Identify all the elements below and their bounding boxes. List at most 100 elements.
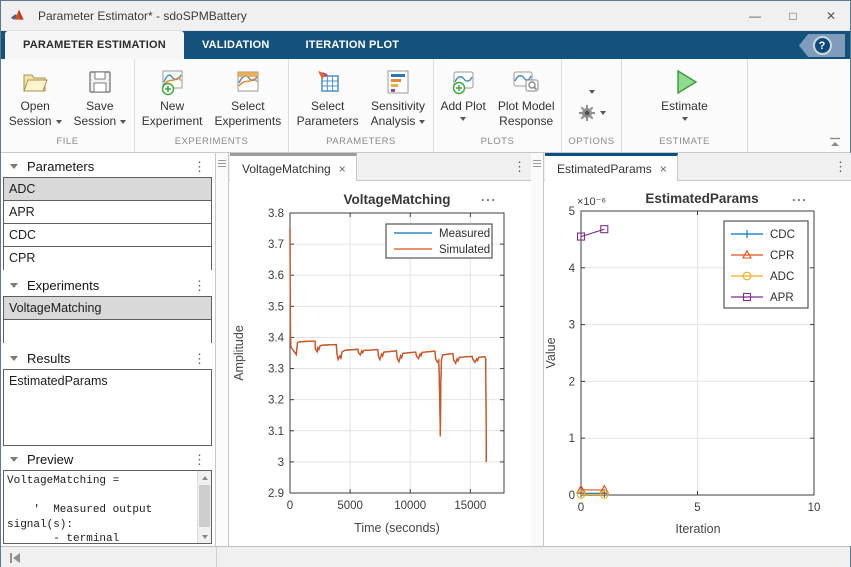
voltagematching-chart[interactable]: 0500010000150002.933.13.23.33.43.53.63.7… (229, 181, 531, 546)
titlebar: Parameter Estimator* - sdoSPMBattery — □… (1, 1, 850, 31)
sensitivity-analysis-button[interactable]: Sensitivity Analysis (365, 63, 432, 136)
dropdown-arrow-icon (419, 120, 425, 124)
list-item[interactable] (4, 320, 211, 343)
svg-text:Iteration: Iteration (675, 522, 720, 536)
estimatedparams-plot[interactable]: 0510012345EstimatedParamsIterationValue×… (544, 181, 851, 546)
kebab-menu-icon[interactable]: ⋮ (190, 453, 209, 466)
gear-icon (578, 104, 596, 122)
voltagematching-plot[interactable]: 0500010000150002.933.13.23.33.43.53.63.7… (229, 181, 531, 546)
collapse-panel-icon[interactable] (9, 552, 21, 564)
folder-open-icon (21, 65, 49, 99)
minimize-icon[interactable]: — (736, 1, 774, 31)
dropdown-arrow-icon (120, 120, 126, 124)
select-parameters-icon (314, 65, 342, 99)
svg-text:0: 0 (578, 502, 584, 514)
add-plot-button[interactable]: Add Plot (434, 63, 491, 136)
preview-section-header[interactable]: Preview ⋮ (1, 448, 215, 470)
options-button[interactable] (578, 104, 606, 122)
tab-validation[interactable]: VALIDATION (184, 31, 288, 59)
plot-model-response-button[interactable]: Plot Model Response (492, 63, 561, 136)
svg-text:4: 4 (569, 263, 576, 275)
scroll-up-icon[interactable] (198, 471, 211, 484)
chart-options-button[interactable]: ... (481, 189, 496, 204)
panel-splitter[interactable] (531, 153, 544, 546)
kebab-menu-icon[interactable]: ⋮ (513, 159, 526, 175)
voltagematching-panel: VoltageMatching × ⋮ 0500010000150002.933… (229, 153, 531, 546)
scroll-down-icon[interactable] (198, 530, 211, 543)
select-experiments-button[interactable]: Select Experiments (209, 63, 288, 136)
tab-parameter-estimation[interactable]: PARAMETER ESTIMATION (5, 31, 184, 59)
svg-text:Value: Value (544, 337, 558, 368)
save-session-button[interactable]: Save Session (68, 63, 133, 136)
open-session-button[interactable]: Open Session (3, 63, 68, 136)
new-experiment-button[interactable]: New Experiment (136, 63, 209, 136)
panel-splitter[interactable] (216, 153, 229, 546)
collapse-triangle-icon[interactable] (10, 457, 18, 462)
list-item[interactable]: VoltageMatching (4, 297, 211, 320)
preview-scrollbar[interactable] (197, 471, 211, 543)
dropdown-arrow-icon (460, 117, 466, 121)
svg-text:CDC: CDC (770, 229, 795, 241)
svg-text:5000: 5000 (337, 500, 363, 512)
estimate-button[interactable]: Estimate (655, 63, 714, 136)
svg-text:3: 3 (569, 320, 575, 332)
statusbar (1, 546, 850, 567)
scrollbar-thumb[interactable] (199, 485, 210, 527)
close-tab-icon[interactable]: × (660, 162, 667, 176)
kebab-menu-icon[interactable]: ⋮ (190, 279, 209, 292)
close-tab-icon[interactable]: × (339, 162, 346, 176)
browser-panel: Parameters ⋮ ADC APR CDC CPR Experiments… (1, 153, 216, 546)
list-item[interactable]: CPR (4, 247, 211, 270)
svg-text:APR: APR (770, 292, 794, 304)
splitter-grip-icon (533, 160, 541, 168)
svg-text:10: 10 (808, 502, 821, 514)
list-item[interactable]: CDC (4, 224, 211, 247)
select-parameters-button[interactable]: Select Parameters (291, 63, 365, 136)
tab-iteration-plot[interactable]: ITERATION PLOT (288, 31, 418, 59)
collapse-ribbon-icon[interactable] (828, 137, 842, 148)
splitter-grip-icon (218, 160, 226, 168)
svg-text:5: 5 (569, 206, 575, 218)
group-label-plots: PLOTS (434, 136, 561, 152)
add-plot-icon (449, 65, 477, 99)
kebab-menu-icon[interactable]: ⋮ (834, 159, 847, 175)
tab-voltagematching[interactable]: VoltageMatching × (230, 153, 357, 181)
tab-estimatedparams[interactable]: EstimatedParams × (545, 153, 678, 181)
parameters-list: ADC APR CDC CPR (3, 177, 212, 270)
kebab-menu-icon[interactable]: ⋮ (190, 160, 209, 173)
kebab-menu-icon[interactable]: ⋮ (190, 352, 209, 365)
group-plots: Add Plot Plot Model Response PLOTS (434, 59, 562, 152)
svg-text:ADC: ADC (770, 271, 794, 283)
group-experiments: New Experiment Select Experiments EXPERI… (135, 59, 289, 152)
collapse-triangle-icon[interactable] (10, 356, 18, 361)
parameters-section-header[interactable]: Parameters ⋮ (1, 155, 215, 177)
list-item[interactable]: EstimatedParams (4, 370, 211, 393)
collapse-triangle-icon[interactable] (10, 164, 18, 169)
help-icon: ? (813, 36, 832, 55)
chart-options-button[interactable]: ... (792, 189, 807, 204)
dropdown-arrow-icon (600, 111, 606, 115)
save-icon (87, 65, 113, 99)
list-item[interactable]: APR (4, 201, 211, 224)
maximize-icon[interactable]: □ (774, 1, 812, 31)
dropdown-arrow-icon (56, 120, 62, 124)
options-top-dropdown-icon[interactable] (589, 90, 595, 94)
svg-text:Simulated: Simulated (439, 244, 490, 256)
svg-text:CPR: CPR (770, 250, 794, 262)
svg-text:10000: 10000 (394, 500, 426, 512)
close-window-icon[interactable]: ✕ (812, 1, 850, 31)
svg-text:×10⁻⁶: ×10⁻⁶ (577, 196, 606, 208)
help-button[interactable]: ? (799, 34, 845, 57)
svg-text:3.5: 3.5 (268, 301, 284, 313)
select-experiments-icon (234, 65, 262, 99)
collapse-triangle-icon[interactable] (10, 283, 18, 288)
svg-text:Amplitude: Amplitude (232, 325, 246, 381)
svg-text:3.4: 3.4 (268, 332, 285, 344)
svg-text:Time (seconds): Time (seconds) (354, 521, 440, 535)
experiments-section-header[interactable]: Experiments ⋮ (1, 274, 215, 296)
list-item[interactable]: ADC (4, 178, 211, 201)
sensitivity-analysis-icon (385, 65, 411, 99)
results-section-header[interactable]: Results ⋮ (1, 347, 215, 369)
svg-text:3.7: 3.7 (268, 239, 284, 251)
estimatedparams-chart[interactable]: 0510012345EstimatedParamsIterationValue×… (544, 181, 851, 546)
